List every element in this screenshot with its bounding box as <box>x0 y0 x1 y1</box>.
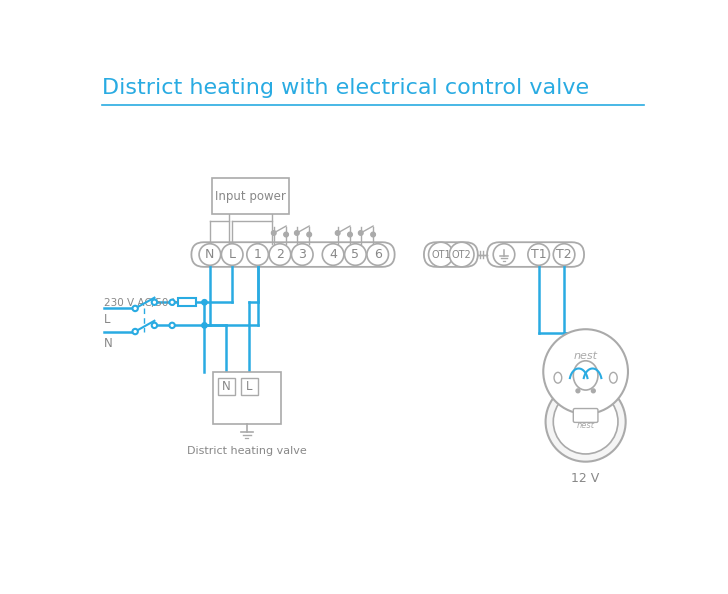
Circle shape <box>307 232 312 237</box>
Ellipse shape <box>554 372 562 383</box>
Circle shape <box>323 244 344 266</box>
Text: District heating with electrical control valve: District heating with electrical control… <box>102 78 589 98</box>
Circle shape <box>272 230 276 235</box>
Circle shape <box>528 244 550 266</box>
FancyBboxPatch shape <box>574 409 598 422</box>
Circle shape <box>247 244 269 266</box>
Circle shape <box>199 244 221 266</box>
Circle shape <box>348 232 352 237</box>
Text: N: N <box>221 380 230 393</box>
Circle shape <box>284 232 288 237</box>
Text: nest: nest <box>577 421 595 430</box>
Circle shape <box>202 299 207 305</box>
Circle shape <box>371 232 376 237</box>
Text: 5: 5 <box>352 248 360 261</box>
Circle shape <box>553 389 618 454</box>
Circle shape <box>170 299 175 305</box>
Circle shape <box>202 323 207 328</box>
Circle shape <box>269 244 290 266</box>
Text: 12 V: 12 V <box>571 472 600 485</box>
Circle shape <box>170 323 175 328</box>
Ellipse shape <box>574 361 598 390</box>
Text: 1: 1 <box>253 248 261 261</box>
Text: 2: 2 <box>276 248 284 261</box>
Text: Input power: Input power <box>215 189 286 203</box>
Text: 6: 6 <box>373 248 381 261</box>
FancyBboxPatch shape <box>487 242 584 267</box>
Text: T1: T1 <box>531 248 547 261</box>
Text: nest: nest <box>574 351 598 361</box>
Circle shape <box>358 230 363 235</box>
Circle shape <box>367 244 389 266</box>
Circle shape <box>543 329 628 414</box>
Circle shape <box>151 323 157 328</box>
Text: OT2: OT2 <box>452 249 472 260</box>
Ellipse shape <box>609 372 617 383</box>
Text: N: N <box>103 337 112 350</box>
Circle shape <box>221 244 243 266</box>
Circle shape <box>545 381 625 462</box>
FancyBboxPatch shape <box>213 372 281 424</box>
Text: L: L <box>246 380 253 393</box>
Circle shape <box>449 242 474 267</box>
Circle shape <box>132 329 138 334</box>
Circle shape <box>553 244 575 266</box>
FancyBboxPatch shape <box>178 298 196 306</box>
Text: 4: 4 <box>329 248 337 261</box>
Circle shape <box>291 244 313 266</box>
Circle shape <box>576 389 579 393</box>
Text: 230 V AC/50 Hz: 230 V AC/50 Hz <box>103 298 184 308</box>
Circle shape <box>336 230 340 235</box>
FancyBboxPatch shape <box>218 378 234 394</box>
Circle shape <box>429 242 453 267</box>
Circle shape <box>132 306 138 311</box>
Text: L: L <box>103 314 110 327</box>
Circle shape <box>295 230 299 235</box>
FancyBboxPatch shape <box>212 178 289 214</box>
Text: T2: T2 <box>556 248 572 261</box>
Circle shape <box>494 244 515 266</box>
FancyBboxPatch shape <box>424 242 478 267</box>
Text: 3: 3 <box>298 248 306 261</box>
FancyBboxPatch shape <box>191 242 395 267</box>
Text: 3 A: 3 A <box>178 298 196 308</box>
Text: District heating valve: District heating valve <box>187 446 306 456</box>
Text: OT1: OT1 <box>431 249 451 260</box>
FancyBboxPatch shape <box>241 378 258 394</box>
Circle shape <box>151 299 157 305</box>
Text: N: N <box>205 248 215 261</box>
Circle shape <box>591 389 596 393</box>
Circle shape <box>344 244 366 266</box>
Text: L: L <box>229 248 236 261</box>
